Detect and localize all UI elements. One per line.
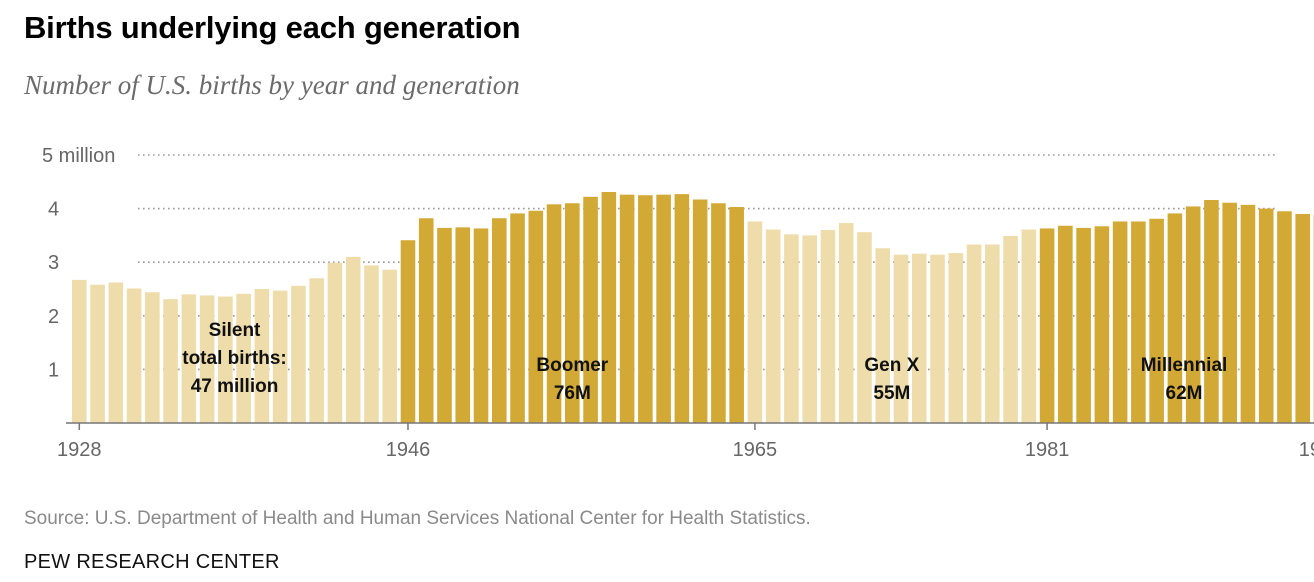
bar-1946 (400, 240, 416, 423)
bar-1949 (455, 227, 471, 423)
y-tick-label: 2 (48, 306, 59, 328)
bar-1958 (619, 194, 635, 423)
bar-1941 (309, 278, 324, 423)
bar-1963 (711, 203, 726, 423)
generation-label-silent: total births: (182, 348, 287, 369)
bar-1993 (1258, 208, 1274, 423)
bar-1964 (729, 206, 744, 423)
bar-1948 (437, 227, 452, 423)
bar-1928 (72, 279, 87, 423)
bar-1981 (1039, 228, 1055, 423)
bar-1984 (1094, 226, 1110, 423)
bar-1936 (218, 296, 233, 423)
bar-1983 (1076, 227, 1091, 423)
bar-1976 (948, 253, 964, 423)
x-tick-label: 1965 (733, 439, 778, 461)
bar-1955 (565, 203, 580, 423)
generation-labels: Silent total births: 47 million Boomer 76M Ge… (182, 320, 1227, 404)
bar-1950 (473, 228, 489, 423)
organization-credit: PEW RESEARCH CENTER (24, 551, 280, 573)
bar-1943 (345, 256, 361, 423)
generation-label-silent: Silent (209, 320, 261, 341)
bar-1933 (163, 299, 178, 423)
bar-1929 (90, 284, 105, 423)
bar-1967 (784, 234, 799, 423)
generation-label-millennial: Millennial (1141, 355, 1228, 376)
bar-1986 (1131, 221, 1146, 423)
y-tick-label: 3 (48, 252, 59, 274)
bar-1969 (820, 230, 836, 423)
bar-1931 (126, 288, 142, 423)
bars (72, 191, 1314, 423)
bar-1985 (1112, 221, 1128, 423)
bar-1962 (692, 199, 708, 423)
bar-1968 (802, 235, 817, 423)
bar-1972 (875, 248, 891, 423)
x-axis: 1928 1946 1965 1981 1996 (57, 422, 1314, 461)
bar-1960 (656, 194, 671, 423)
bar-1947 (418, 218, 434, 423)
bar-1956 (583, 196, 598, 423)
bar-1970 (838, 223, 854, 423)
generation-label-millennial: 62M (1166, 383, 1203, 404)
chart-subtitle: Number of U.S. births by year and genera… (24, 70, 520, 100)
bar-1995 (1295, 213, 1311, 423)
bar-1978 (985, 244, 1000, 423)
y-tick-label: 5 million (42, 145, 115, 167)
gridlines: 1 2 3 4 5 million (42, 145, 1275, 381)
bar-1957 (601, 191, 617, 423)
chart-title: Births underlying each generation (24, 10, 521, 45)
y-tick-label: 1 (48, 359, 59, 381)
bar-1979 (1003, 235, 1018, 423)
bar-1966 (765, 229, 781, 423)
bar-1987 (1149, 218, 1164, 423)
bar-1965 (747, 221, 763, 423)
bar-1932 (145, 292, 160, 423)
bar-1940 (291, 285, 306, 423)
generation-label-gen-x: Gen X (864, 355, 919, 376)
bar-1944 (364, 265, 379, 423)
bar-1980 (1021, 229, 1037, 423)
generation-label-boomer: 76M (554, 383, 591, 404)
bar-1951 (491, 218, 507, 423)
bar-1989 (1185, 206, 1201, 423)
bar-1975 (930, 254, 945, 423)
bar-1977 (966, 244, 982, 423)
bar-1942 (327, 262, 343, 423)
bar-1953 (528, 210, 544, 423)
source-note: Source: U.S. Department of Health and Hu… (24, 508, 811, 529)
bar-1954 (546, 204, 562, 423)
x-tick-label: 1981 (1025, 439, 1070, 461)
x-tick-label: 1928 (57, 439, 102, 461)
bar-1945 (382, 269, 398, 423)
bar-1961 (674, 194, 690, 423)
y-tick-label: 4 (48, 199, 59, 221)
x-tick-label: 1946 (386, 439, 431, 461)
generation-label-silent: 47 million (191, 376, 279, 397)
bar-1937 (236, 293, 251, 423)
bar-1991 (1222, 202, 1237, 423)
bar-1971 (857, 232, 872, 423)
x-tick-label: 1996 (1299, 439, 1314, 461)
bar-1973 (893, 254, 909, 423)
bar-1939 (272, 290, 288, 423)
generation-label-gen-x: 55M (873, 383, 910, 404)
generation-label-boomer: Boomer (536, 355, 608, 376)
bar-1959 (638, 195, 653, 423)
bar-1974 (911, 253, 927, 423)
bar-1935 (199, 295, 215, 423)
bar-1990 (1204, 200, 1219, 423)
bar-1934 (181, 294, 197, 423)
bar-1988 (1167, 213, 1183, 423)
bar-1952 (510, 213, 525, 423)
bar-1938 (254, 289, 270, 423)
bar-1930 (108, 282, 124, 423)
bar-1992 (1240, 204, 1256, 423)
bar-1994 (1277, 211, 1292, 423)
bar-1982 (1058, 225, 1073, 423)
